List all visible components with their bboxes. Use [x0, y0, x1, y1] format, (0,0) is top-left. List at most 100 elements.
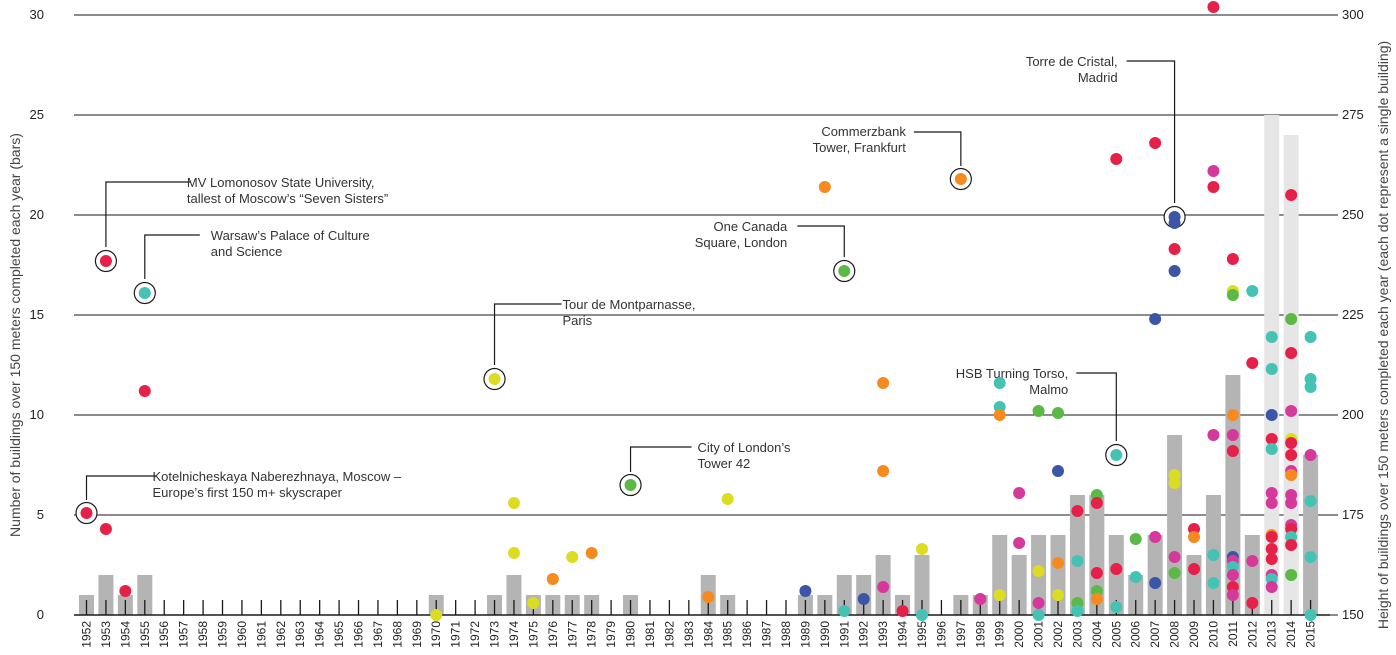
y-tick-label: 30 — [30, 7, 44, 22]
x-tick-label: 2013 — [1265, 621, 1279, 648]
building-point — [1149, 137, 1162, 149]
x-tick-label: 1982 — [662, 621, 676, 648]
bar — [1147, 535, 1163, 615]
building-point — [1304, 331, 1317, 343]
building-point — [1226, 253, 1239, 265]
x-tick-label: 2014 — [1284, 621, 1298, 648]
annotation-text: and Science — [211, 244, 283, 259]
annotation-text: Paris — [563, 313, 593, 328]
building-point — [1246, 597, 1259, 609]
building-point — [1226, 289, 1239, 301]
building-point — [1168, 217, 1181, 229]
building-point — [877, 465, 890, 477]
building-point — [1285, 469, 1298, 481]
building-point — [1285, 449, 1298, 461]
building-point — [138, 287, 151, 299]
building-point — [838, 265, 851, 277]
building-point — [1110, 563, 1123, 575]
building-point — [1265, 363, 1278, 375]
x-tick-label: 2002 — [1051, 621, 1065, 648]
building-point — [1226, 429, 1239, 441]
x-tick-label: 1993 — [876, 621, 890, 648]
building-point — [1265, 433, 1278, 445]
building-point — [1168, 265, 1181, 277]
x-tick-label: 2000 — [1012, 621, 1026, 648]
building-point — [896, 605, 909, 617]
y-tick-label-right: 250 — [1342, 207, 1364, 222]
annotation-text: Square, London — [695, 235, 788, 250]
x-tick-label: 1956 — [157, 621, 171, 648]
building-point — [1265, 487, 1278, 499]
building-point — [1110, 601, 1123, 613]
building-point — [1149, 313, 1162, 325]
x-tick-label: 1959 — [216, 621, 230, 648]
x-tick-label: 1966 — [352, 621, 366, 648]
x-tick-label: 1953 — [99, 621, 113, 648]
x-tick-label: 1975 — [526, 621, 540, 648]
x-tick-label: 1969 — [410, 621, 424, 648]
annotation-text: Tour de Montparnasse, — [563, 297, 696, 312]
x-tick-label: 1962 — [274, 621, 288, 648]
building-point — [915, 609, 928, 621]
annotation-text: Tower, Frankfurt — [813, 140, 907, 155]
callout-leader — [105, 181, 191, 247]
building-point — [1285, 405, 1298, 417]
building-point — [1226, 589, 1239, 601]
y-tick-label: 0 — [37, 607, 44, 622]
building-point — [954, 173, 967, 185]
bar — [98, 575, 114, 615]
x-tick-labels: 1952 1953 1954 1955 1956 1957 1958 1959 1960 1961… — [80, 621, 1318, 648]
x-tick-label: 2009 — [1187, 621, 1201, 648]
right-y-ticks: 150 175 200 225 250 275 300 — [1342, 7, 1364, 622]
building-point — [1207, 165, 1220, 177]
x-tick-label: 1978 — [585, 621, 599, 648]
x-tick-label: 1980 — [624, 621, 638, 648]
building-point — [99, 255, 112, 267]
building-point — [993, 377, 1006, 389]
building-point — [877, 377, 890, 389]
callout-leader — [1126, 60, 1176, 203]
building-point — [1071, 555, 1084, 567]
building-point — [138, 385, 151, 397]
building-point — [507, 497, 520, 509]
callout-leader — [144, 234, 200, 279]
building-point — [1265, 497, 1278, 509]
annotation-text: tallest of Moscow’s “Seven Sisters” — [187, 191, 388, 206]
bar — [1244, 535, 1260, 615]
x-tick-label: 1989 — [798, 621, 812, 648]
bar — [506, 575, 522, 615]
building-point — [1052, 589, 1064, 601]
x-tick-label: 2004 — [1090, 621, 1104, 648]
x-tick-label: 1983 — [682, 621, 696, 648]
x-tick-label: 2003 — [1070, 621, 1084, 648]
building-point — [1304, 609, 1317, 621]
building-point — [1149, 577, 1162, 589]
building-point — [1032, 609, 1045, 621]
y-tick-label-right: 150 — [1342, 607, 1364, 622]
y-tick-label: 5 — [37, 507, 44, 522]
building-point — [1052, 557, 1064, 569]
x-tick-label: 2015 — [1304, 621, 1318, 648]
x-tick-label: 1998 — [973, 621, 987, 648]
building-point — [1265, 409, 1278, 421]
building-point — [1071, 605, 1084, 617]
building-point — [1304, 381, 1317, 393]
x-tick-label: 1988 — [779, 621, 793, 648]
x-tick-label: 1972 — [468, 621, 482, 648]
x-tick-label: 1999 — [993, 621, 1007, 648]
x-tick-label: 1955 — [138, 621, 152, 648]
annotation-text: MV Lomonosov State University, — [187, 175, 375, 190]
building-point — [1265, 543, 1278, 555]
building-point — [119, 585, 132, 597]
building-point — [1285, 497, 1298, 509]
y-tick-label: 25 — [30, 107, 44, 122]
building-point — [799, 585, 812, 597]
annotation-text: One Canada — [714, 219, 788, 234]
x-tick-label: 2005 — [1109, 621, 1123, 648]
y-tick-label-right: 275 — [1342, 107, 1364, 122]
x-tick-label: 1991 — [837, 621, 851, 648]
building-point — [1265, 553, 1278, 565]
building-point — [1013, 537, 1026, 549]
building-point — [1304, 551, 1317, 563]
